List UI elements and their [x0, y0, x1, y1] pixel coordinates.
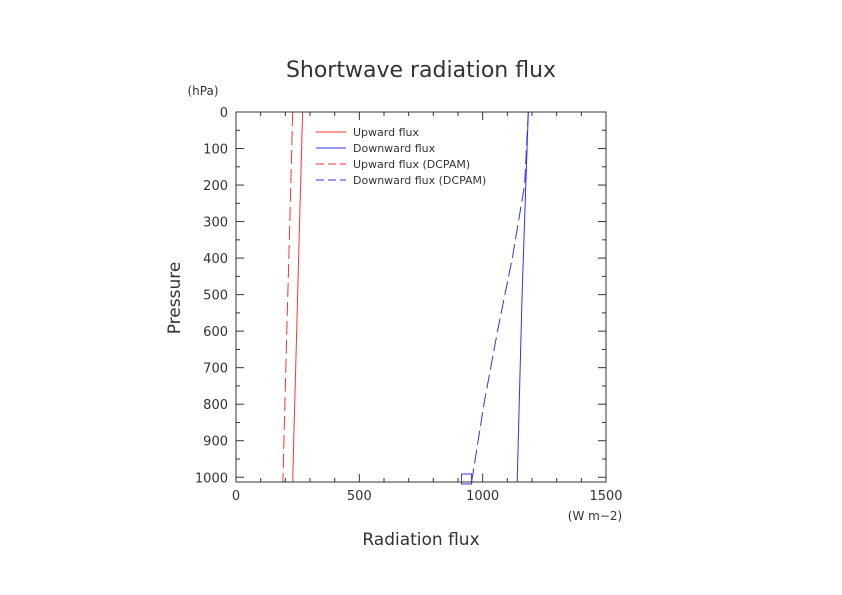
series-line	[282, 111, 294, 483]
chart-title: Shortwave radiation flux	[286, 58, 556, 83]
y-tick-label: 400	[203, 252, 228, 267]
x-tick-label: 1500	[589, 489, 622, 504]
plot-area: 0 500 1000 1500 0 100 200 300 400 500 600 700 800 900…	[195, 106, 623, 504]
legend-label: Downward flux (DCPAM)	[353, 174, 486, 187]
x-tick-label: 500	[347, 489, 372, 504]
y-tick-label: 100	[203, 143, 228, 158]
legend-label: Downward flux	[353, 142, 436, 155]
y-tick-label: 500	[203, 289, 228, 304]
y-axis-label: Pressure	[165, 262, 185, 335]
y-axis-unit: (hPa)	[187, 84, 218, 98]
y-tick-label: 300	[203, 216, 228, 231]
y-tick-label: 900	[203, 435, 228, 450]
surface-marker	[461, 473, 473, 485]
y-tick-label: 600	[203, 325, 228, 340]
x-axis-unit: (W m−2)	[568, 509, 622, 523]
x-axis-label: Radiation flux	[362, 530, 479, 550]
legend-label: Upward flux	[353, 126, 419, 139]
y-tick-label: 1000	[195, 471, 228, 486]
y-tick-label: 200	[203, 179, 228, 194]
legend-label: Upward flux (DCPAM)	[353, 158, 470, 171]
plot-frame	[235, 111, 607, 483]
x-tick-label: 0	[232, 489, 240, 504]
series-line	[471, 111, 529, 483]
y-tick-label: 800	[203, 398, 228, 413]
series-line	[292, 111, 304, 483]
y-tick-label: 700	[203, 362, 228, 377]
y-tick-label: 0	[220, 106, 228, 121]
series-line	[516, 111, 529, 483]
x-tick-label: 1000	[466, 489, 499, 504]
